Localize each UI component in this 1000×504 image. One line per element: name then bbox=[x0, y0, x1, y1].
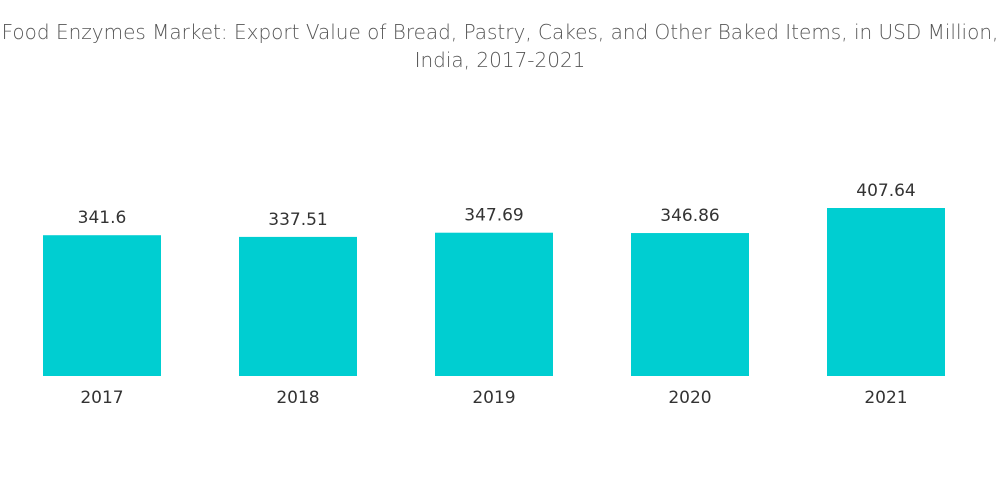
bar bbox=[435, 232, 553, 376]
value-label: 341.6 bbox=[78, 208, 127, 228]
value-label: 407.64 bbox=[856, 181, 915, 201]
x-tick-label: 2017 bbox=[80, 388, 123, 408]
value-label: 346.86 bbox=[660, 206, 719, 226]
value-label: 347.69 bbox=[464, 206, 523, 226]
bar bbox=[631, 233, 749, 376]
x-tick-label: 2019 bbox=[472, 388, 515, 408]
x-tick-label: 2018 bbox=[276, 388, 319, 408]
bar bbox=[239, 236, 357, 376]
value-label: 337.51 bbox=[268, 210, 327, 230]
bar bbox=[827, 208, 945, 376]
x-tick-label: 2020 bbox=[668, 388, 711, 408]
x-tick-label: 2021 bbox=[864, 388, 907, 408]
bar bbox=[43, 235, 161, 376]
chart-title: Food Enzymes Market: Export Value of Bre… bbox=[1, 20, 999, 72]
